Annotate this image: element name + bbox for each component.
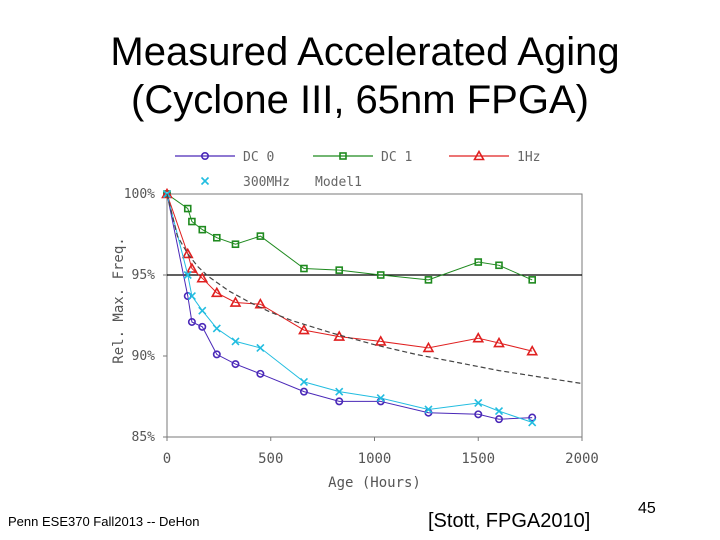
data-point-dc-0 bbox=[494, 415, 503, 424]
x-tick-label: 1000 bbox=[358, 451, 392, 467]
data-point-1hz bbox=[472, 332, 485, 343]
data-point-1hz bbox=[422, 341, 435, 353]
data-point-dc-1 bbox=[424, 276, 433, 284]
chart-plot-area bbox=[161, 187, 583, 427]
slide-title-line2: (Cyclone III, 65nm FPGA) bbox=[131, 78, 589, 122]
series-line-300mhz bbox=[166, 193, 533, 423]
legend-label: 1Hz bbox=[517, 150, 540, 165]
page-number: 45 bbox=[638, 500, 656, 517]
data-point-dc-0 bbox=[187, 317, 196, 326]
legend-item-300mhz: 300MHz bbox=[200, 175, 290, 190]
series-line-dc-1 bbox=[166, 193, 533, 281]
data-point-dc-1 bbox=[198, 225, 207, 234]
data-point-1hz bbox=[229, 296, 242, 307]
y-tick-label: 95% bbox=[132, 268, 156, 283]
data-point-300mhz bbox=[187, 291, 196, 301]
chart-legend: DC 0 DC 1 1Hz 300MHz Model1 bbox=[175, 149, 540, 190]
data-point-300mhz bbox=[231, 337, 240, 346]
data-point-dc-1 bbox=[213, 233, 221, 242]
data-point-300mhz bbox=[299, 377, 309, 386]
legend-swatch-marker bbox=[473, 149, 485, 161]
data-point-1hz bbox=[210, 286, 223, 298]
y-axis-label: Rel. Max. Freq. bbox=[111, 237, 127, 363]
data-point-dc-1 bbox=[495, 261, 503, 270]
slide-title: Measured Accelerated Aging (Cyclone III,… bbox=[0, 28, 720, 124]
plot-frame bbox=[166, 193, 583, 438]
data-point-1hz bbox=[298, 323, 310, 335]
x-tick-label: 2000 bbox=[565, 451, 599, 467]
data-point-dc-0 bbox=[231, 360, 240, 369]
data-point-1hz bbox=[181, 247, 194, 259]
x-axis-label: Age (Hours) bbox=[328, 475, 421, 491]
series-line-dc-0 bbox=[166, 193, 533, 420]
data-point-dc-1 bbox=[188, 217, 196, 226]
data-point-dc-1 bbox=[335, 266, 344, 274]
aging-chart: DC 0 DC 1 1Hz 300MHz Model1 85% 90% 95% 100% 0 50… bbox=[111, 149, 599, 491]
data-point-1hz bbox=[493, 336, 505, 348]
data-point-300mhz bbox=[335, 387, 344, 396]
data-point-dc-0 bbox=[335, 397, 344, 406]
data-point-1hz bbox=[196, 272, 209, 283]
data-point-dc-1 bbox=[528, 276, 537, 284]
x-tick-label: 0 bbox=[163, 451, 171, 467]
legend-label: Model1 bbox=[315, 175, 362, 190]
data-point-300mhz bbox=[183, 270, 192, 280]
data-point-1hz bbox=[526, 345, 539, 356]
data-point-300mhz bbox=[424, 405, 433, 414]
data-point-dc-1 bbox=[300, 264, 308, 273]
legend-swatch-marker bbox=[339, 152, 347, 160]
legend-item-model1: Model1 bbox=[315, 175, 362, 190]
data-point-dc-0 bbox=[528, 413, 537, 422]
legend-label: DC 0 bbox=[243, 150, 274, 165]
x-tick-label: 500 bbox=[258, 451, 283, 467]
data-point-dc-0 bbox=[474, 410, 483, 419]
data-point-300mhz bbox=[474, 398, 483, 408]
legend-label: DC 1 bbox=[381, 150, 412, 165]
series-line-model1 bbox=[166, 193, 583, 385]
data-point-300mhz bbox=[212, 324, 221, 333]
series-line-1hz bbox=[166, 193, 533, 352]
data-point-300mhz bbox=[528, 418, 537, 427]
data-point-300mhz bbox=[376, 394, 385, 403]
legend-label: 300MHz bbox=[243, 175, 290, 190]
data-point-dc-0 bbox=[198, 322, 207, 331]
y-tick-label: 90% bbox=[132, 349, 156, 364]
data-point-dc-0 bbox=[299, 387, 308, 396]
citation: [Stott, FPGA2010] bbox=[428, 510, 591, 532]
legend-swatch-marker bbox=[200, 176, 210, 186]
data-point-300mhz bbox=[198, 306, 207, 315]
data-point-300mhz bbox=[256, 343, 265, 352]
legend-item-dc-1: DC 1 bbox=[313, 150, 412, 165]
data-point-1hz bbox=[186, 262, 198, 273]
data-point-dc-1 bbox=[231, 240, 240, 249]
slide-title-line1: Measured Accelerated Aging bbox=[110, 30, 620, 74]
y-tick-label: 100% bbox=[124, 187, 155, 202]
legend-item-1hz: 1Hz bbox=[449, 149, 540, 165]
y-tick-label: 85% bbox=[132, 430, 156, 445]
data-point-dc-1 bbox=[256, 232, 265, 240]
data-point-dc-0 bbox=[256, 369, 265, 378]
chart-axes: 85% 90% 95% 100% 0 500 1000 1500 2000 Age (Hours)… bbox=[111, 187, 599, 491]
legend-swatch-marker bbox=[201, 152, 210, 161]
data-point-dc-1 bbox=[376, 271, 385, 279]
data-point-dc-0 bbox=[212, 350, 221, 359]
x-tick-label: 1500 bbox=[461, 451, 495, 467]
data-point-dc-1 bbox=[183, 204, 192, 213]
data-point-1hz bbox=[374, 335, 387, 346]
footer-course-label: Penn ESE370 Fall2013 -- DeHon bbox=[8, 514, 200, 529]
data-point-dc-1 bbox=[474, 258, 483, 266]
data-point-1hz bbox=[161, 187, 173, 199]
legend-item-dc-0: DC 0 bbox=[175, 150, 274, 165]
data-point-300mhz bbox=[494, 407, 504, 416]
